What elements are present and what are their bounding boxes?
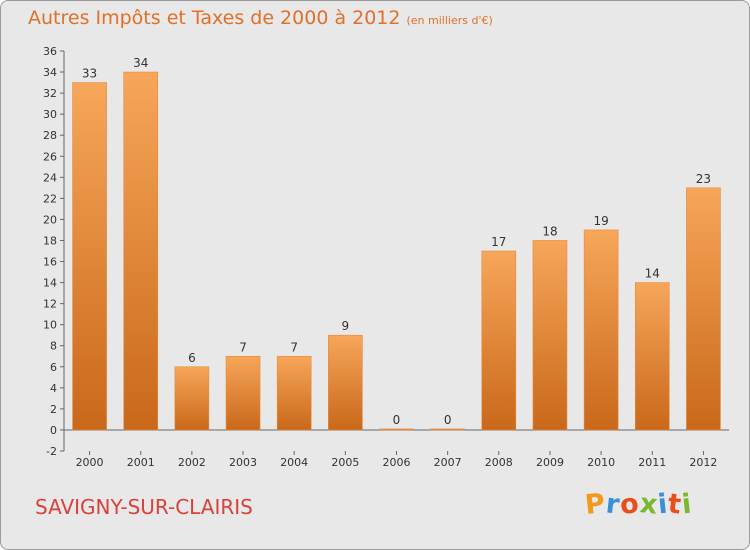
- value-label-2003: 7: [239, 340, 247, 354]
- value-label-2011: 14: [645, 267, 660, 281]
- commune-name: SAVIGNY-SUR-CLAIRIS: [35, 495, 253, 519]
- value-label-2006: 0: [393, 413, 401, 427]
- y-tick-label: 22: [43, 192, 57, 205]
- value-label-2004: 7: [290, 340, 298, 354]
- proxiti-logo: Proxiti: [583, 488, 695, 521]
- y-tick-label: 16: [43, 256, 57, 269]
- bar-2012: [686, 187, 721, 431]
- x-tick-label-2005: 2005: [331, 456, 359, 469]
- logo-letter: i: [680, 488, 695, 521]
- y-tick-label: 8: [50, 340, 57, 353]
- y-tick-label: 34: [43, 66, 57, 79]
- bar-2010: [583, 229, 619, 431]
- y-tick-label: 36: [43, 45, 57, 58]
- x-tick-label-2011: 2011: [638, 456, 666, 469]
- bar-2009: [532, 240, 568, 431]
- y-tick-label: 32: [43, 87, 57, 100]
- value-label-2008: 17: [491, 235, 506, 249]
- y-tick-label: -2: [46, 445, 57, 458]
- bar-2008: [481, 250, 517, 431]
- value-label-2009: 18: [542, 224, 557, 238]
- bar-2005: [328, 334, 363, 431]
- x-tick-label-2001: 2001: [127, 456, 155, 469]
- chart-subtitle: (en milliers d'€): [406, 14, 493, 27]
- y-tick-label: 4: [50, 382, 57, 395]
- x-axis: 2000 2001 2002 2003 2004 2005 2006 2007 2008 2009…: [64, 429, 729, 469]
- value-label-2000: 33: [82, 67, 97, 81]
- y-tick-label: 30: [43, 108, 57, 121]
- value-label-2005: 9: [342, 319, 350, 333]
- bar-2011: [634, 282, 670, 431]
- bar-2003: [225, 355, 261, 431]
- value-label-2001: 34: [133, 56, 148, 70]
- x-tick-label-2012: 2012: [689, 456, 717, 469]
- y-tick-label: 14: [43, 277, 57, 290]
- x-tick-label-2004: 2004: [280, 456, 308, 469]
- y-tick-label: 20: [43, 213, 57, 226]
- y-tick-label: 28: [43, 129, 57, 142]
- x-tick-label-2007: 2007: [434, 456, 462, 469]
- x-tick-label-2009: 2009: [536, 456, 564, 469]
- bar-2000: [72, 82, 107, 431]
- y-tick-label: 6: [50, 361, 57, 374]
- x-tick-label-2002: 2002: [178, 456, 206, 469]
- y-tick-label: 26: [43, 150, 57, 163]
- value-label-2010: 19: [593, 214, 608, 228]
- x-tick-label-2008: 2008: [485, 456, 513, 469]
- y-tick-label: 2: [50, 403, 57, 416]
- y-tick-label: 0: [50, 424, 57, 437]
- chart-title-text: Autres Impôts et Taxes de 2000 à 2012: [28, 7, 401, 29]
- y-tick-label: 18: [43, 234, 57, 247]
- bar-2007: [430, 428, 465, 431]
- x-tick-label-2000: 2000: [76, 456, 104, 469]
- x-tick-label-2010: 2010: [587, 456, 615, 469]
- x-tick-label-2003: 2003: [229, 456, 257, 469]
- bar-2001: [123, 71, 159, 431]
- bars: 33 34 6 7 7 9 0 0 17 18 19 14 23: [72, 56, 721, 431]
- chart-title: Autres Impôts et Taxes de 2000 à 2012 (en…: [28, 7, 493, 29]
- bar-2006: [379, 428, 414, 431]
- x-tick-label-2006: 2006: [383, 456, 411, 469]
- bar-2004: [276, 355, 312, 431]
- value-label-2007: 0: [444, 413, 452, 427]
- value-label-2012: 23: [696, 172, 711, 186]
- y-tick-label: 10: [43, 319, 57, 332]
- bar-2002: [174, 366, 210, 431]
- y-tick-label: 24: [43, 171, 57, 184]
- value-label-2002: 6: [188, 351, 196, 365]
- y-tick-label: 12: [43, 298, 57, 311]
